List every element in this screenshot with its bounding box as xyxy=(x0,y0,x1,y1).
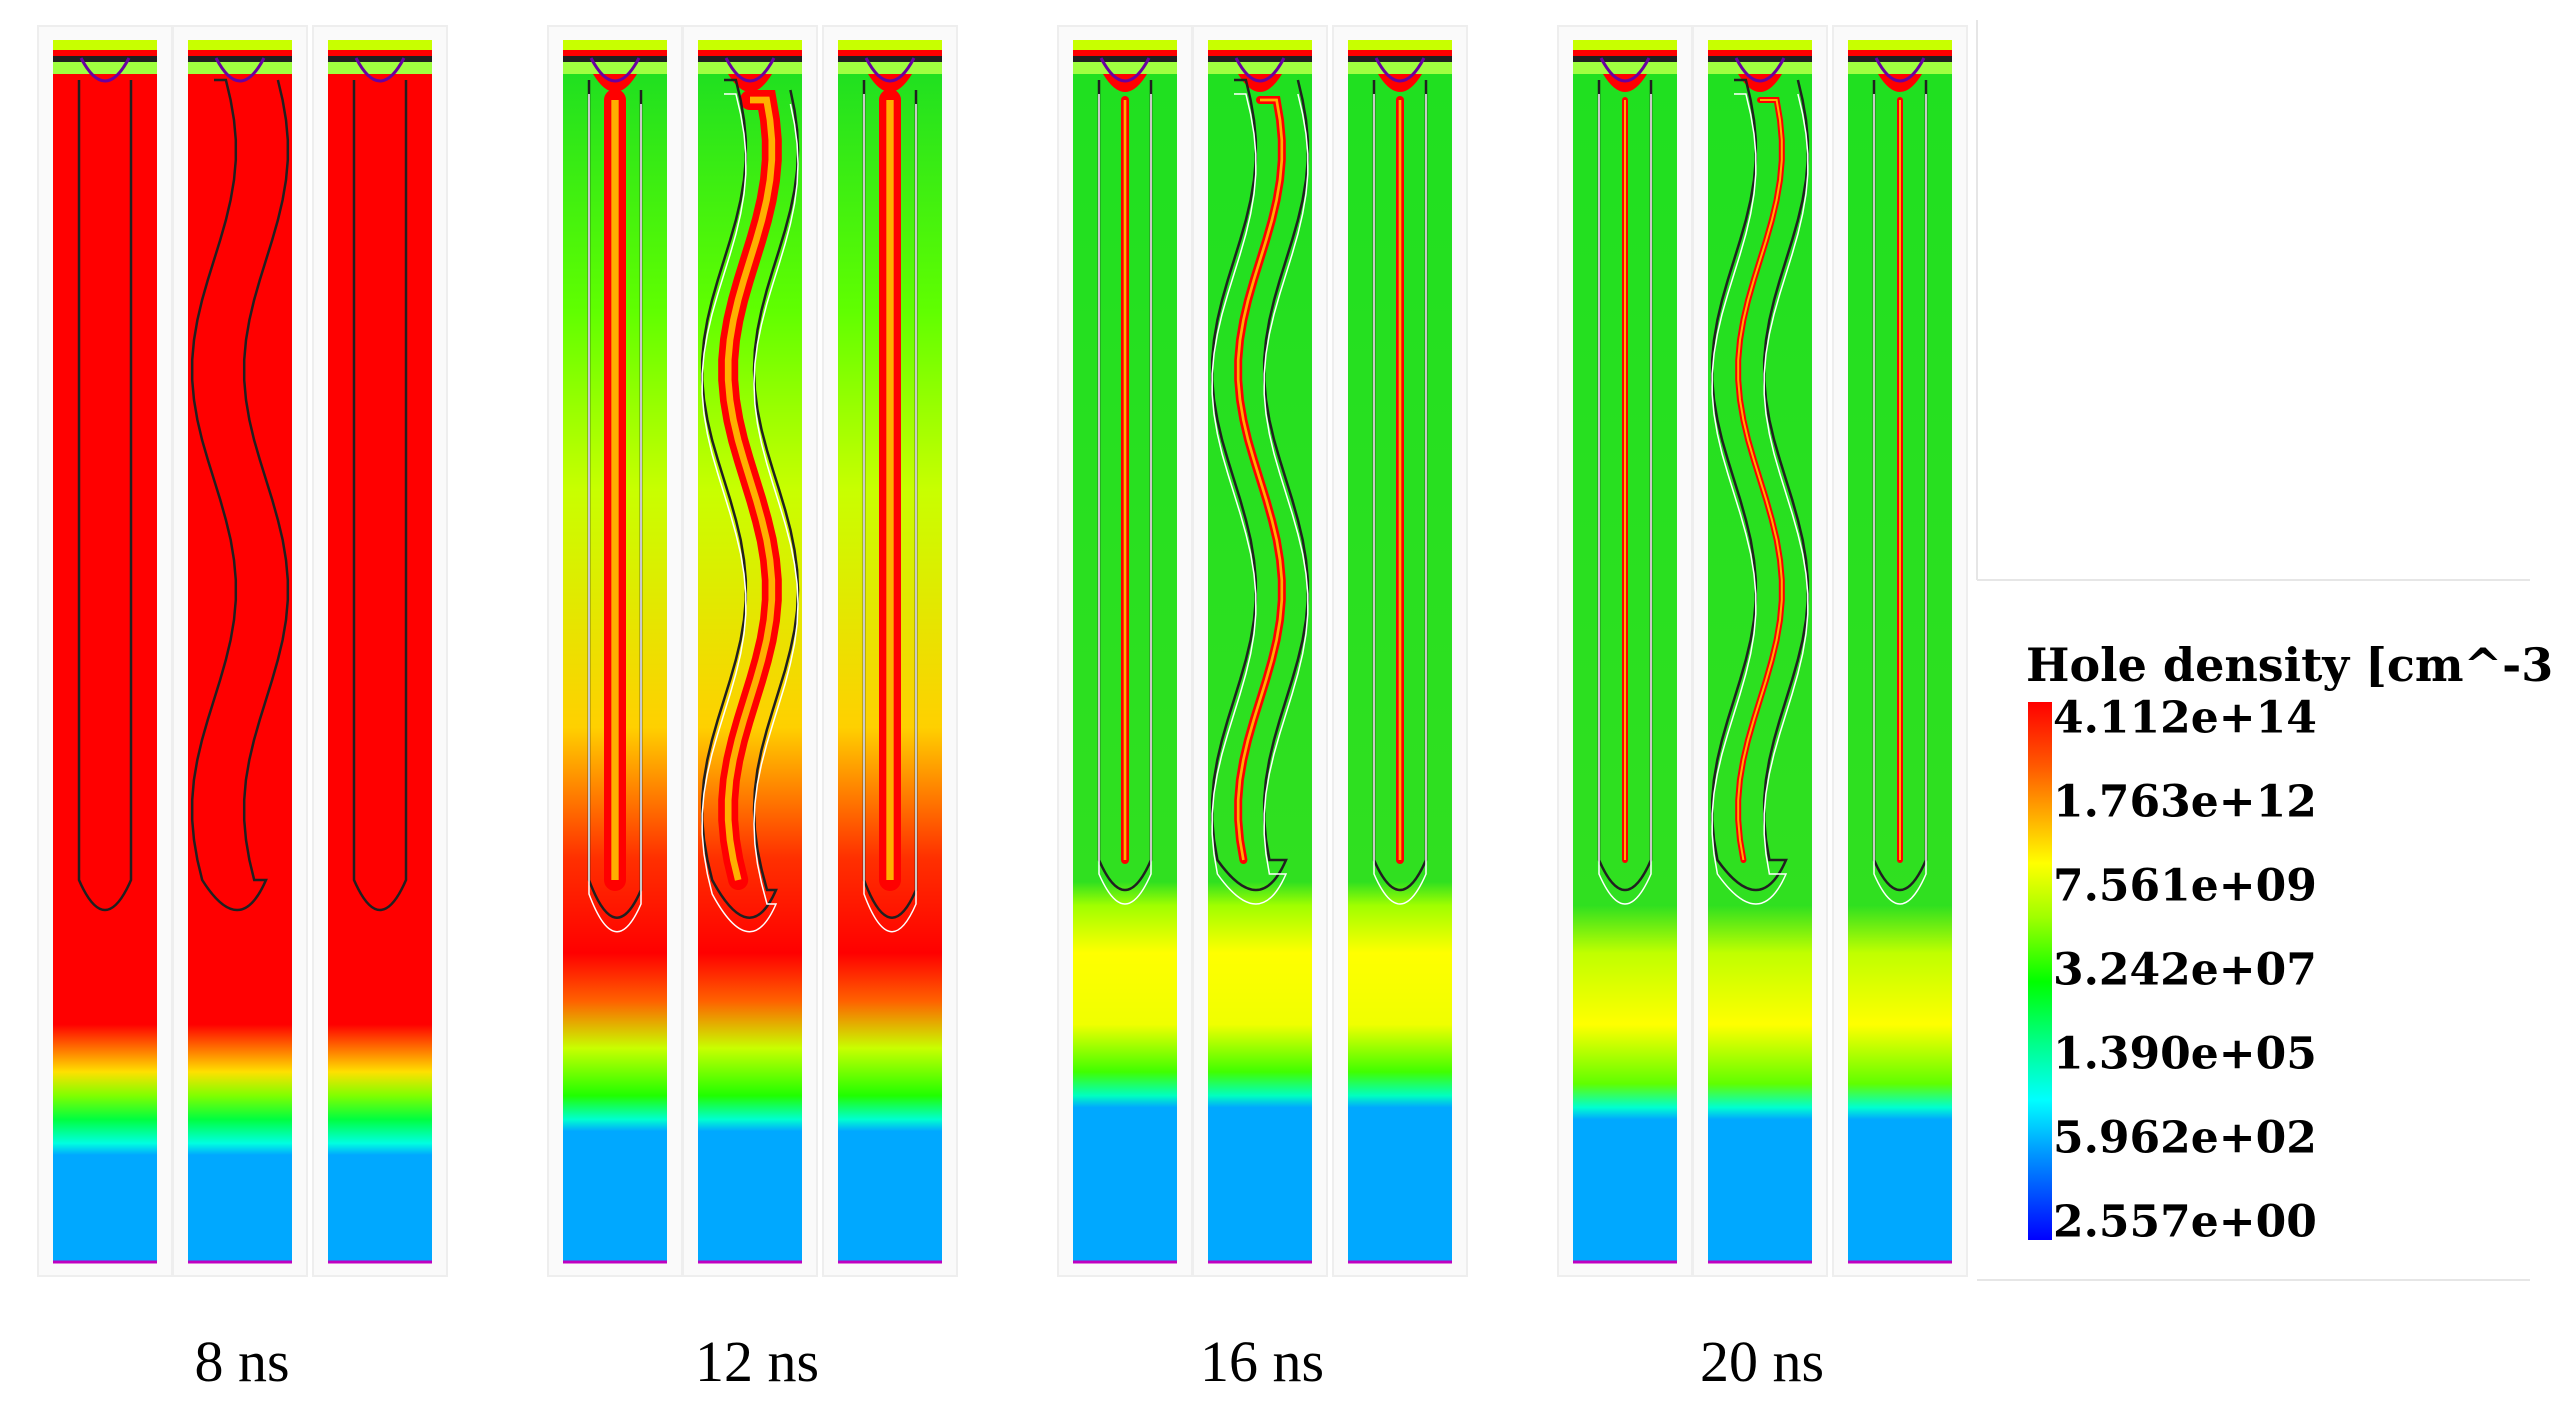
legend-tick-1: 4.112e+14 xyxy=(2053,692,2317,744)
legend-tick-4: 3.242e+07 xyxy=(2053,944,2317,996)
colorbar-gradient xyxy=(2028,702,2052,1240)
panel-1-1 xyxy=(682,25,818,1277)
panel-1-0 xyxy=(547,25,683,1277)
panel-3-0 xyxy=(1557,25,1693,1277)
panel-2-0 xyxy=(1057,25,1193,1277)
panel-3-2 xyxy=(1832,25,1968,1277)
panel-3-1 xyxy=(1692,25,1828,1277)
legend-tick-3: 7.561e+09 xyxy=(2053,860,2317,912)
legend-tick-6: 5.962e+02 xyxy=(2053,1112,2317,1164)
legend-tick-5: 1.390e+05 xyxy=(2053,1028,2317,1080)
time-label-12ns: 12 ns xyxy=(694,1329,820,1394)
time-label-20ns: 20 ns xyxy=(1699,1329,1825,1394)
time-label-16ns: 16 ns xyxy=(1199,1329,1325,1394)
panel-0-2 xyxy=(312,25,448,1277)
panel-2-2 xyxy=(1332,25,1468,1277)
simulation-panels xyxy=(37,25,1968,1277)
panel-0-0 xyxy=(37,25,173,1277)
panel-2-1 xyxy=(1192,25,1328,1277)
legend-tick-2: 1.763e+12 xyxy=(2053,776,2317,828)
legend-tick-7: 2.557e+00 xyxy=(2053,1196,2317,1248)
colorbar xyxy=(1976,20,2530,1281)
legend-title: Hole density [cm^-3] xyxy=(2026,638,2554,692)
panel-0-1 xyxy=(172,25,308,1277)
panel-1-2 xyxy=(822,25,958,1277)
time-label-8ns: 8 ns xyxy=(194,1329,290,1394)
